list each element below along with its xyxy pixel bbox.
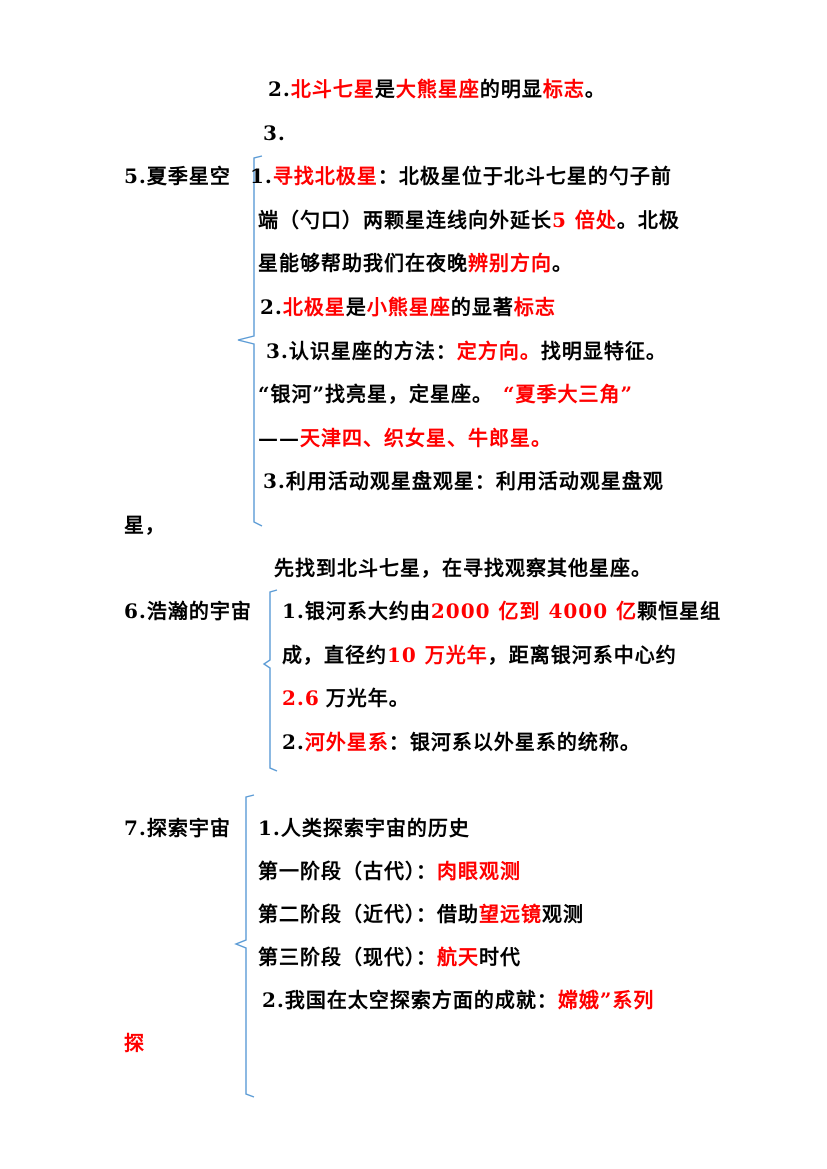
body-text: 第二阶段（近代）：借助	[258, 902, 479, 926]
body-text: 是	[345, 295, 367, 319]
highlight-text: 河外星系	[304, 730, 389, 754]
body-text: 。北极	[616, 208, 680, 232]
item-number: 1.	[250, 164, 273, 188]
body-text: “银河”找亮星，定星座。	[258, 382, 494, 406]
body-text: ——	[258, 426, 300, 450]
sec7-item2-line2: 探	[124, 1031, 145, 1055]
body-text: 第三阶段（现代）：	[258, 945, 437, 969]
body-text: 银河系大约由	[304, 599, 431, 623]
sec5-item3-line3: ——天津四、织女星、牛郎星。	[258, 425, 552, 451]
sec5-item1-line3: 星能够帮助我们在夜晚辨别方向。	[258, 250, 573, 276]
sec5-item3-line2: “银河”找亮星，定星座。 “夏季大三角”	[258, 381, 633, 407]
sec4-line-2: 2.北斗七星是大熊星座的明显标志。	[268, 76, 606, 102]
highlight-text: 航天	[437, 945, 479, 969]
sec5-item4-line2: 星，	[124, 513, 166, 537]
sec6-item1-line2: 成，直径约10 万光年，距离银河系中心约	[282, 642, 677, 668]
body-text: 观测	[542, 902, 584, 926]
highlight-text: 5 倍处	[552, 208, 617, 232]
section-5-title: 5.夏季星空	[124, 164, 231, 188]
body-text: 2.我国在太空探索方面的成就：	[262, 988, 558, 1012]
body-text: 颗恒星组	[637, 599, 722, 623]
item-number: 2.	[282, 730, 305, 754]
body-text: 第一阶段（古代）：	[258, 859, 437, 883]
highlight-text: 定方向。	[456, 339, 541, 363]
section-7-title: 7.探索宇宙	[124, 816, 231, 840]
body-text: 认识星座的方法：	[288, 339, 457, 363]
sec5-item3-line1: 3.认识星座的方法：定方向。找明显特征。	[266, 338, 667, 364]
sec7-phase1: 第一阶段（古代）：肉眼观测	[258, 858, 521, 884]
highlight-text: 寻找北极星	[272, 164, 378, 188]
body-text: 的明显	[479, 77, 543, 101]
brace-section-7	[234, 794, 255, 1098]
sec7-phase3: 第三阶段（现代）：航天时代	[258, 944, 521, 970]
body-text: 星能够帮助我们在夜晚	[258, 251, 468, 275]
item-number: 3.	[263, 121, 286, 145]
highlight-text: 天津四、织女星、牛郎星。	[300, 426, 552, 450]
sec5-item4-line1: 3.利用活动观星盘观星：利用活动观星盘观	[263, 468, 664, 494]
sec7-phase2: 第二阶段（近代）：借助望远镜观测	[258, 901, 584, 927]
item-number: 1.	[282, 599, 305, 623]
highlight-text: 北极星	[282, 295, 346, 319]
highlight-text: 望远镜	[479, 902, 542, 926]
body-text: 的显著	[450, 295, 514, 319]
highlight-text: 标志	[513, 295, 556, 319]
item-number: 2.	[260, 295, 283, 319]
highlight-text: 标志	[542, 77, 585, 101]
sec5-item4-line3: 先找到北斗七星，在寻找观察其他星座。	[274, 556, 652, 580]
sec5-item2: 2.北极星是小熊星座的显著标志	[260, 294, 556, 320]
highlight-text: 10 万光年	[387, 643, 488, 667]
body-text: 成，直径约	[282, 643, 387, 667]
body-text: ：银河系以外星系的统称。	[388, 730, 641, 754]
sec7-item2-line1: 2.我国在太空探索方面的成就：嫦娥”系列	[262, 987, 654, 1013]
body-text: ，距离银河系中心约	[487, 643, 677, 667]
body-text: 端（勺口）两颗星连线向外延长	[258, 208, 552, 232]
brace-section-5	[237, 155, 263, 527]
sec6-item2: 2.河外星系：银河系以外星系的统称。	[282, 729, 641, 755]
sec7-item1: 1.人类探索宇宙的历史	[258, 816, 470, 840]
body-text: 时代	[479, 945, 521, 969]
body-text: 。	[584, 77, 606, 101]
body-text: 利用活动观星盘观星：利用活动观星盘观	[285, 469, 664, 493]
sec4-line-3: 3.	[263, 120, 286, 146]
sec6-item1-line1: 1.银河系大约由2000 亿到 4000 亿颗恒星组	[282, 598, 721, 624]
highlight-text: “夏季大三角”	[503, 382, 634, 406]
highlight-text: 大熊星座	[395, 77, 480, 101]
highlight-text: 小熊星座	[366, 295, 451, 319]
highlight-text: 肉眼观测	[437, 859, 521, 883]
item-number: 3.	[266, 339, 289, 363]
highlight-text: 北斗七星	[290, 77, 375, 101]
highlight-text: 辨别方向	[468, 251, 552, 275]
highlight-text: 2000 亿到 4000 亿	[430, 599, 638, 623]
body-text: 万光年。	[325, 686, 410, 710]
highlight-text: 2.6	[282, 686, 320, 710]
body-text: 。	[552, 251, 573, 275]
body-text: 是	[374, 77, 396, 101]
sec6-item1-line3: 2.6 万光年。	[282, 685, 410, 711]
highlight-text: 嫦娥”系列	[557, 988, 655, 1012]
sec5-item1-line1: 1.寻找北极星：北极星位于北斗七星的勺子前	[250, 163, 672, 189]
brace-section-6	[262, 589, 278, 772]
body-text: ：北极星位于北斗七星的勺子前	[377, 164, 672, 188]
body-text: 找明显特征。	[540, 339, 667, 363]
item-number: 3.	[263, 469, 286, 493]
item-number: 2.	[268, 77, 291, 101]
sec5-item1-line2: 端（勺口）两颗星连线向外延长5 倍处。北极	[258, 207, 680, 233]
section-6-title: 6.浩瀚的宇宙	[124, 599, 252, 623]
